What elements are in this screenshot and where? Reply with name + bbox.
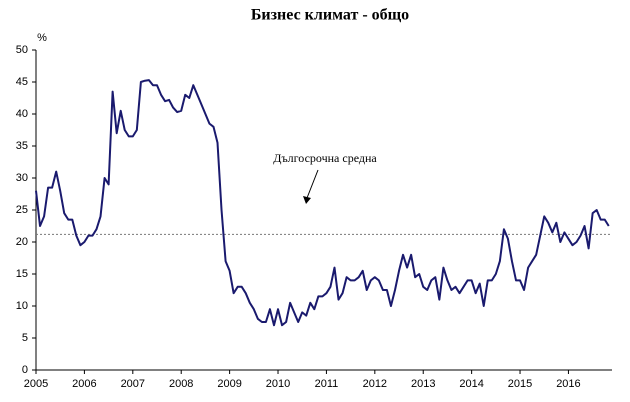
x-tick-label: 2009 [217, 378, 241, 390]
x-tick-label: 2015 [508, 378, 532, 390]
y-tick-label: 15 [16, 268, 28, 280]
y-tick-label: 45 [16, 76, 28, 88]
y-tick-label: 35 [16, 140, 28, 152]
x-tick-label: 2005 [24, 378, 48, 390]
x-tick-label: 2014 [459, 378, 483, 390]
x-tick-label: 2013 [411, 378, 435, 390]
arrow-head [303, 196, 311, 204]
y-tick-label: 10 [16, 300, 28, 312]
y-tick-label: 25 [16, 204, 28, 216]
chart-title: Бизнес климат - общо [251, 7, 409, 24]
annotation: Дългосрочна средна [273, 151, 377, 165]
y-unit: % [37, 32, 47, 44]
series-line [35, 79, 610, 327]
x-tick-label: 2016 [556, 378, 580, 390]
y-tick-label: 20 [16, 236, 28, 248]
annotation-arrow [306, 169, 319, 199]
x-tick-label: 2012 [363, 378, 387, 390]
y-tick-label: 40 [16, 108, 28, 120]
x-tick-label: 2010 [266, 378, 290, 390]
y-tick-label: 5 [22, 332, 28, 344]
x-tick-label: 2011 [315, 378, 339, 390]
y-tick-label: 50 [16, 44, 28, 56]
y-tick-label: 0 [22, 364, 28, 376]
y-tick-label: 30 [16, 172, 28, 184]
x-tick-label: 2007 [121, 378, 145, 390]
x-tick-label: 2006 [72, 378, 96, 390]
x-tick-label: 2008 [169, 378, 193, 390]
